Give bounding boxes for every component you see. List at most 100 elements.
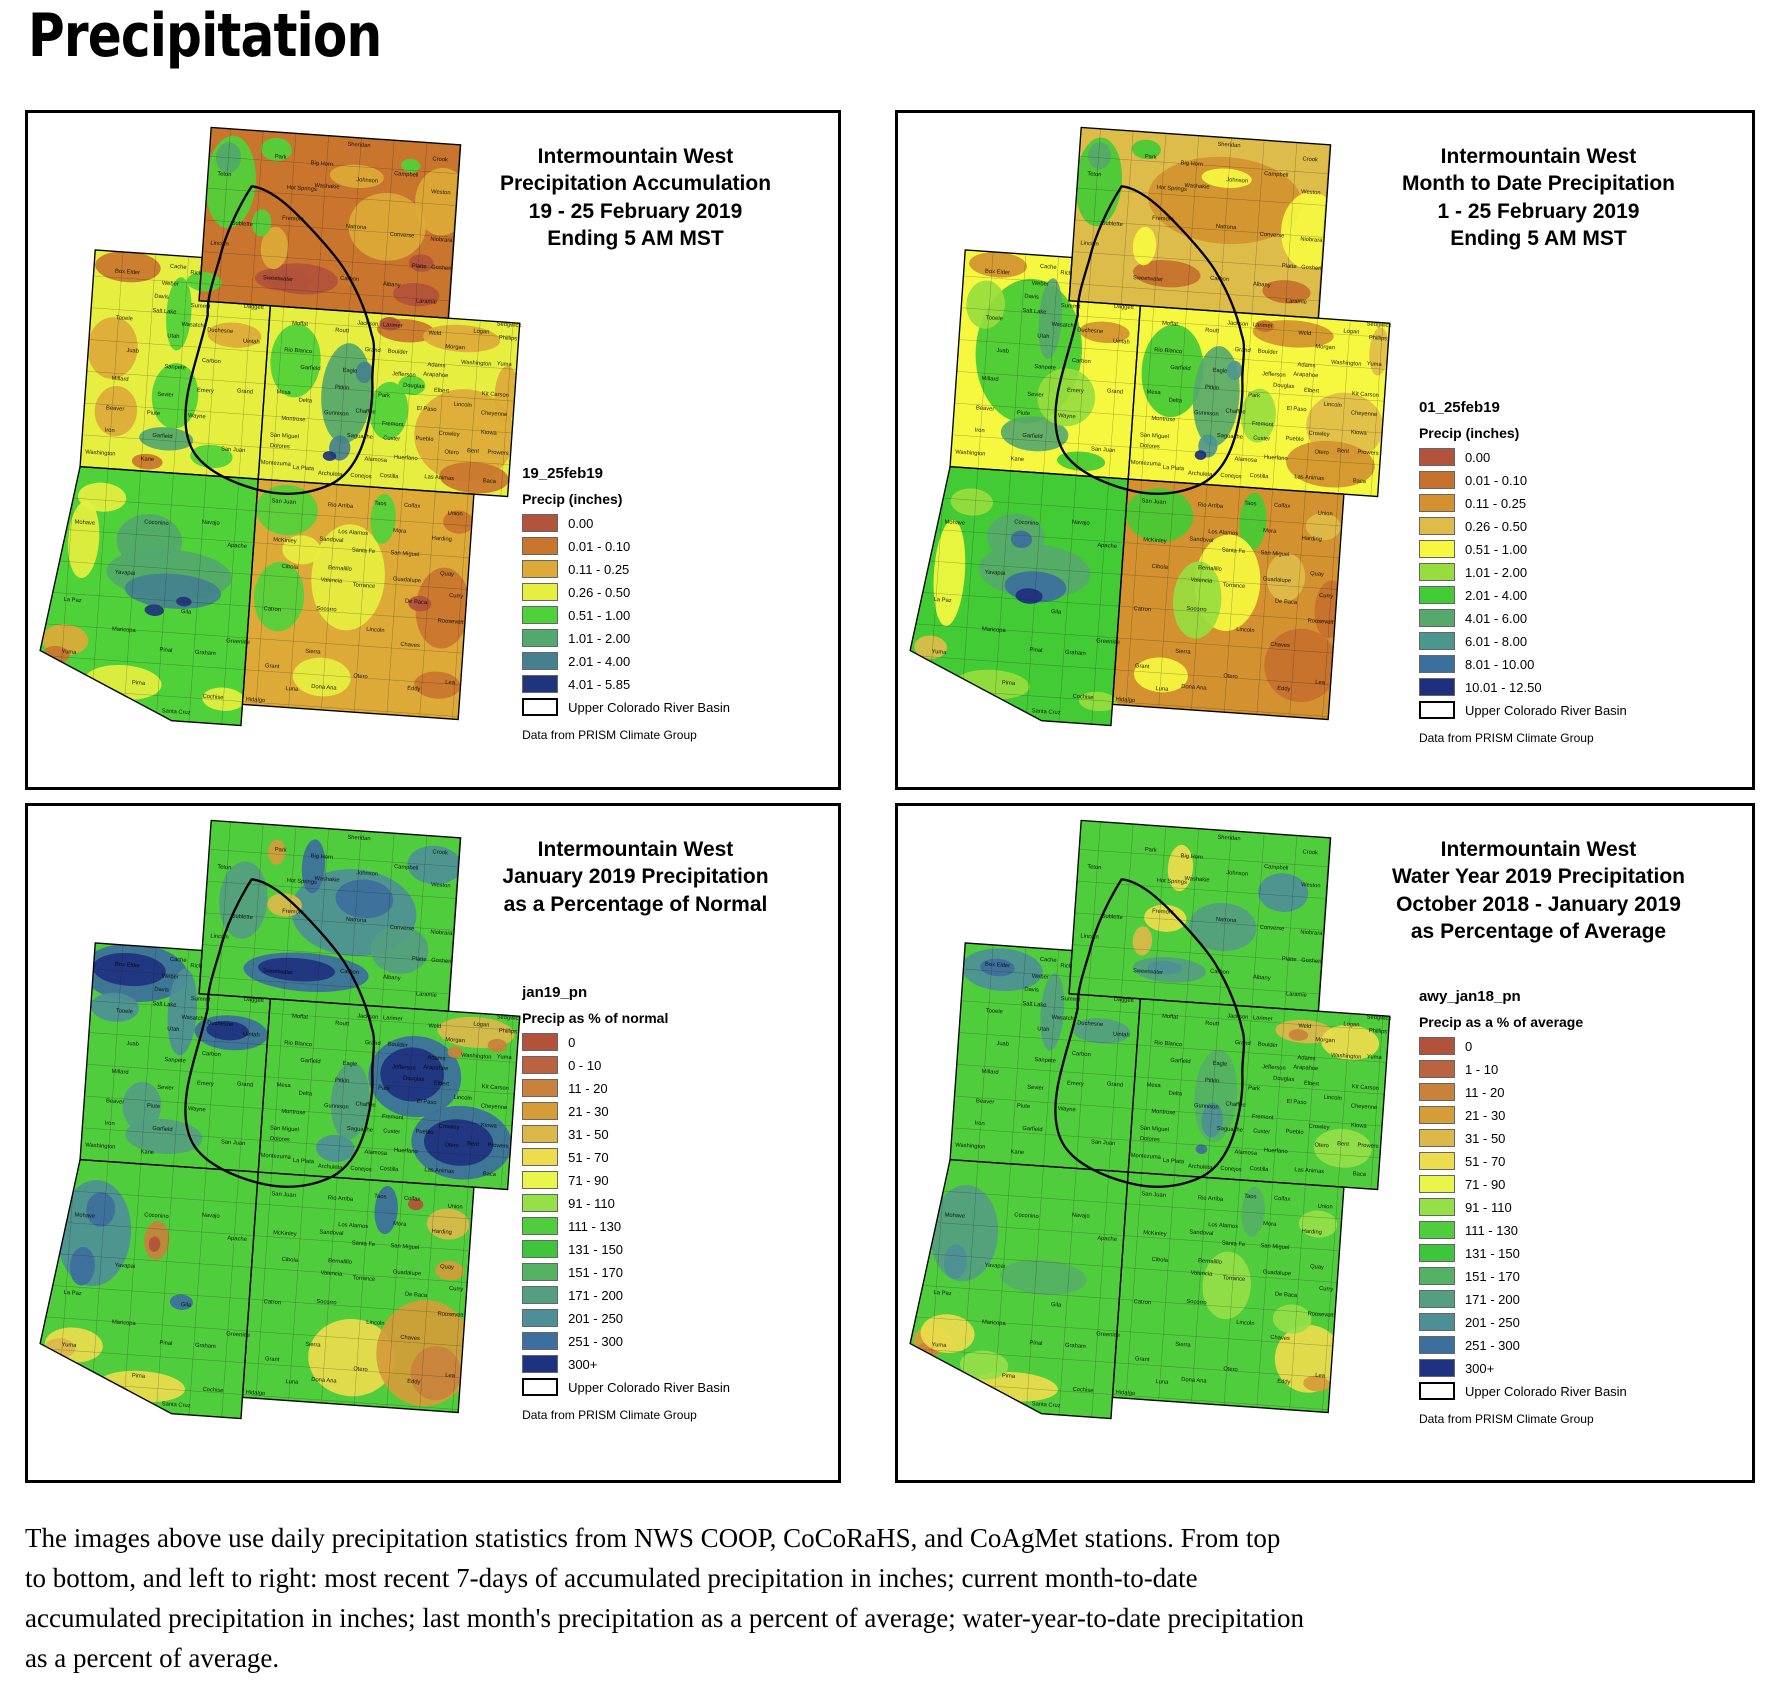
county-label: Dolores bbox=[1140, 1136, 1160, 1143]
county-label: Niobrara bbox=[430, 930, 453, 938]
county-label: Adams bbox=[1297, 1055, 1315, 1062]
county-label: Washington bbox=[1331, 360, 1362, 368]
legend-color-swatch bbox=[1418, 540, 1455, 558]
county-label: Pinal bbox=[1029, 647, 1042, 654]
county-label: Los Alamos bbox=[1208, 529, 1238, 537]
legend-color-swatch bbox=[1418, 655, 1455, 673]
county-label: Wasatch bbox=[181, 1015, 204, 1023]
county-label: Washington bbox=[1331, 1053, 1362, 1061]
county-label: El Paso bbox=[416, 406, 436, 413]
county-label: Millard bbox=[981, 1069, 998, 1076]
legend-row: 31 - 50 bbox=[522, 1125, 830, 1143]
county-label: Pueblo bbox=[1285, 1129, 1303, 1136]
county-label: Boulder bbox=[1258, 1042, 1278, 1049]
county-label: Davis bbox=[154, 294, 169, 301]
county-label: Dona Ana bbox=[1181, 684, 1208, 692]
county-label: Greenlee bbox=[226, 1331, 250, 1339]
legend-row: 51 - 70 bbox=[1418, 1152, 1744, 1170]
county-label: Rio Blanco bbox=[1154, 1040, 1182, 1048]
county-label: Uintah bbox=[1113, 1032, 1130, 1039]
county-label: Weld bbox=[1298, 1023, 1311, 1030]
county-label: Adams bbox=[1297, 362, 1315, 369]
county-label: Millard bbox=[111, 1069, 128, 1076]
county-label: Elbert bbox=[1304, 1081, 1320, 1088]
county-label: Niobrara bbox=[1300, 237, 1323, 245]
county-label: Wayne bbox=[1058, 413, 1076, 420]
legend-class-label: 251 - 300 bbox=[568, 1333, 624, 1349]
county-label: Cache bbox=[1040, 264, 1057, 271]
county-label: Chaves bbox=[400, 642, 420, 649]
county-label: Arapahoe bbox=[423, 1064, 448, 1072]
legend-row: 251 - 300 bbox=[1418, 1336, 1744, 1354]
legend-class-label: 0 - 10 bbox=[568, 1057, 602, 1073]
legend-row: 2.01 - 4.00 bbox=[522, 652, 830, 670]
county-label: Summit bbox=[191, 996, 211, 1003]
county-label: Sedgwick bbox=[496, 321, 521, 329]
county-label: Santa Cruz bbox=[1031, 1401, 1060, 1409]
county-label: Montrose bbox=[281, 416, 305, 424]
county-label: Dolores bbox=[270, 443, 290, 450]
county-label: Prowers bbox=[1357, 1143, 1379, 1150]
legend-row: 0.01 - 0.10 bbox=[522, 537, 830, 555]
county-label: Catron bbox=[263, 1299, 281, 1306]
county-label: Sevier bbox=[1027, 392, 1044, 399]
county-label: Graham bbox=[1065, 1343, 1086, 1350]
legend-class-label: 21 - 30 bbox=[568, 1103, 609, 1119]
county-label: Sierra bbox=[1175, 1342, 1192, 1349]
county-label: Las Animas bbox=[424, 474, 454, 482]
county-label: Teton bbox=[1087, 171, 1102, 178]
county-label: Conejos bbox=[1220, 1166, 1242, 1173]
county-label: Delta bbox=[1168, 1091, 1183, 1098]
county-label: Platte bbox=[1282, 956, 1297, 963]
legend-color-swatch bbox=[522, 629, 559, 647]
county-label: Gunnison bbox=[1194, 410, 1219, 418]
county-label: Torrance bbox=[1223, 582, 1246, 590]
county-label: Sheridan bbox=[1217, 142, 1241, 150]
county-label: Piute bbox=[1017, 410, 1031, 417]
county-label: Mohave bbox=[944, 1212, 965, 1219]
county-label: Quay bbox=[1310, 1264, 1324, 1271]
county-label: Eddy bbox=[407, 1379, 421, 1386]
legend-color-swatch bbox=[522, 652, 559, 670]
county-label: Chaves bbox=[1270, 1335, 1290, 1342]
county-label: Harding bbox=[1301, 536, 1322, 543]
county-label: Luna bbox=[285, 686, 299, 693]
county-label: Costilla bbox=[379, 1166, 399, 1173]
legend-color-swatch bbox=[1418, 586, 1455, 604]
county-label: Colfax bbox=[1274, 503, 1291, 510]
county-label: Sevier bbox=[157, 392, 174, 399]
county-label: Sedgwick bbox=[1366, 321, 1391, 329]
county-label: Crook bbox=[432, 156, 448, 163]
legend-class-label: 71 - 90 bbox=[568, 1172, 609, 1188]
county-label: Piute bbox=[147, 1103, 161, 1110]
county-label: Garfield bbox=[1170, 365, 1191, 372]
county-label: Douglas bbox=[1273, 1076, 1295, 1083]
county-label: Apache bbox=[227, 1236, 247, 1243]
legend-class-label: 0.26 - 0.50 bbox=[568, 584, 631, 600]
county-label: Goshen bbox=[1301, 265, 1322, 272]
county-label: Chaffee bbox=[1225, 1101, 1246, 1108]
county-label: Otero bbox=[1314, 1142, 1329, 1149]
legend-class-label: 171 - 200 bbox=[1464, 1291, 1520, 1307]
county-label: La Plata bbox=[293, 465, 315, 473]
county-label: Santa Fe bbox=[352, 547, 376, 555]
county-label: Roosevelt bbox=[437, 618, 463, 626]
county-label: El Paso bbox=[1286, 1099, 1306, 1106]
county-label: Duchesne bbox=[207, 1020, 233, 1028]
legend-layer-id: 19_25feb19 bbox=[522, 465, 603, 482]
county-label: Jackson bbox=[1227, 1013, 1249, 1020]
county-label: Otero bbox=[353, 1366, 368, 1373]
title-line: October 2018 - January 2019 bbox=[1396, 892, 1681, 916]
county-label: Mohave bbox=[74, 519, 95, 526]
county-label: Apache bbox=[1097, 1236, 1117, 1243]
county-label: Carbon bbox=[340, 276, 359, 283]
county-label: Yavapai bbox=[984, 570, 1005, 577]
county-label: Chaves bbox=[1270, 642, 1290, 649]
county-label: Conejos bbox=[350, 473, 372, 480]
legend-row: 151 - 170 bbox=[1418, 1267, 1744, 1285]
county-label: Weber bbox=[1032, 281, 1049, 288]
legend-color-swatch bbox=[1418, 1336, 1455, 1354]
county-label: Summit bbox=[1061, 996, 1081, 1003]
legend-color-swatch bbox=[522, 1355, 559, 1373]
county-label: Crowley bbox=[438, 431, 459, 438]
